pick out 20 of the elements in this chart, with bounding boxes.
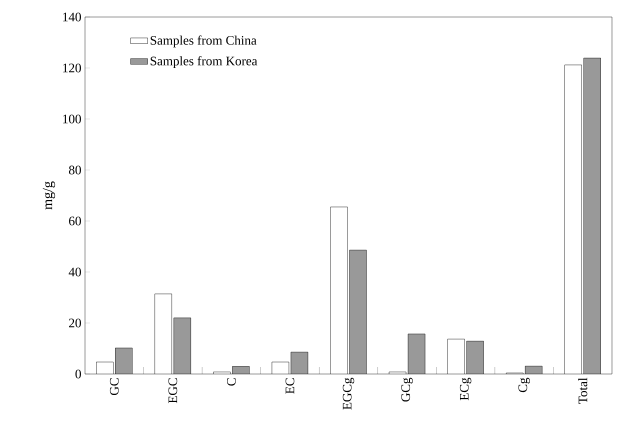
y-tick-label: 140 xyxy=(63,12,81,22)
legend-label: Samples from Korea xyxy=(150,56,258,68)
x-tick-label: EGCg xyxy=(342,378,354,410)
x-tick-label: GC xyxy=(110,378,119,396)
y-axis-title: mg/g xyxy=(42,181,56,210)
x-tick-label: EC xyxy=(286,378,294,394)
y-tick-label: 100 xyxy=(63,114,81,124)
y-tick-label: 120 xyxy=(63,64,81,72)
y-tick-label: 80 xyxy=(68,166,81,174)
y-tick-label: 40 xyxy=(68,268,81,276)
x-tick-label: EGC xyxy=(168,378,178,404)
y-tick-label: 20 xyxy=(69,318,81,328)
x-tick-label: Cg xyxy=(518,378,530,392)
x-tick-label: C xyxy=(227,378,236,386)
x-tick-label: ECg xyxy=(460,378,472,400)
legend-label: Samples from China xyxy=(150,35,257,48)
x-tick-label: Total xyxy=(578,378,588,404)
x-tick-label: GCg xyxy=(401,378,413,402)
y-tick-label: 0 xyxy=(75,370,81,378)
y-tick-label: 60 xyxy=(69,216,81,226)
